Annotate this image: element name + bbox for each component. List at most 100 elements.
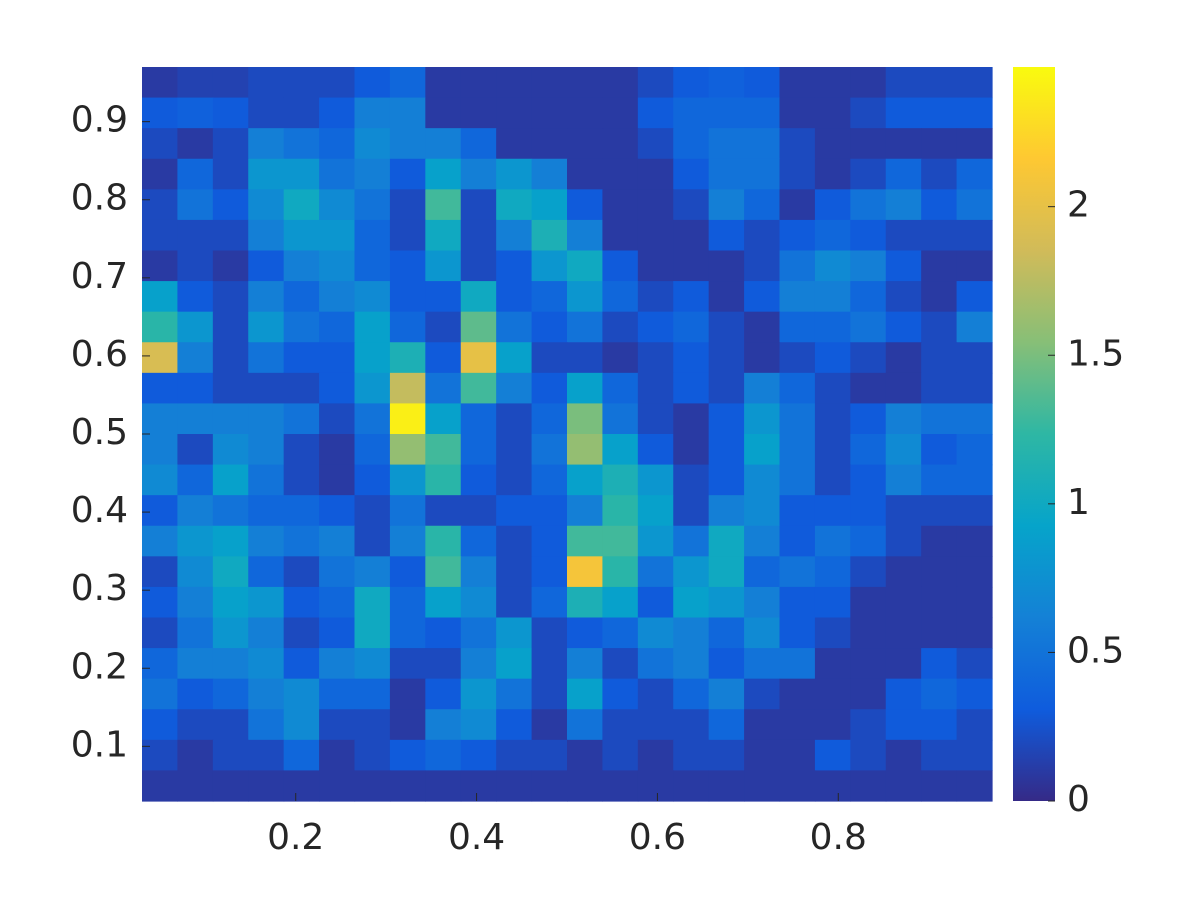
colorbar-tick-label: 1 [1067,482,1090,523]
cell [814,434,851,466]
cell [779,372,816,405]
cell [212,281,249,313]
cell [850,525,887,557]
cell [850,219,887,252]
cell [673,495,710,527]
cell [567,464,604,496]
cell [637,97,674,129]
cell [567,403,604,435]
y-tick-label: 0.3 [71,568,128,609]
cell [814,158,851,190]
cell [637,495,674,527]
cell [850,617,887,649]
cell [885,219,922,252]
cell [425,525,462,557]
cell [283,525,320,557]
cell [142,464,179,496]
cell [389,464,426,496]
cell [814,281,851,313]
cell [354,434,391,466]
cell [814,586,851,619]
cell [744,586,781,619]
cell [956,709,993,741]
cell [212,219,249,252]
cell [460,525,497,557]
colorbar-tick-label: 0 [1067,779,1090,820]
cell [567,158,604,190]
cell [319,281,356,313]
cell [142,434,179,466]
cell [460,586,497,619]
cell [850,67,887,99]
cell [425,311,462,343]
cell [531,189,568,221]
cell [779,770,816,802]
cell [708,342,745,374]
cell [921,434,958,466]
cell [389,97,426,129]
cell [177,739,214,772]
cell [389,617,426,649]
cell [460,342,497,374]
cell [319,250,356,282]
cell [212,403,249,435]
cell [389,403,426,435]
cell [177,525,214,557]
cell [921,586,958,619]
cell [283,739,320,772]
cell [779,403,816,435]
cell [673,281,710,313]
cell [283,342,320,374]
cell [885,739,922,772]
cell [850,739,887,772]
cell [496,678,533,710]
cell [283,189,320,221]
cell [956,67,993,99]
cell [177,219,214,252]
cell [248,189,285,221]
cell [496,525,533,557]
cell [389,281,426,313]
cell [885,709,922,741]
cell [956,250,993,282]
cell [283,67,320,99]
cell [283,250,320,282]
cell [779,97,816,129]
cell [177,250,214,282]
cell [779,617,816,649]
cell [744,709,781,741]
cell [283,281,320,313]
y-tick-label: 0.8 [71,178,128,219]
cell [814,525,851,557]
cell [531,586,568,619]
cell [531,709,568,741]
cell [248,128,285,160]
cell [142,311,179,343]
cell [885,464,922,496]
cell [602,556,639,588]
cell [885,372,922,405]
cell [496,128,533,160]
cell [814,342,851,374]
cell [248,403,285,435]
cell [425,403,462,435]
cell [496,219,533,252]
cell [177,97,214,129]
cell [673,617,710,649]
cell [956,403,993,435]
cell [567,709,604,741]
cell [248,648,285,680]
cell [425,495,462,527]
cell [637,219,674,252]
cell [673,219,710,252]
cell [567,617,604,649]
cell [885,158,922,190]
cell [142,97,179,129]
cell [142,250,179,282]
cell [673,556,710,588]
cell [177,372,214,405]
cell [425,739,462,772]
cell [708,556,745,588]
cell [637,617,674,649]
cell [744,495,781,527]
